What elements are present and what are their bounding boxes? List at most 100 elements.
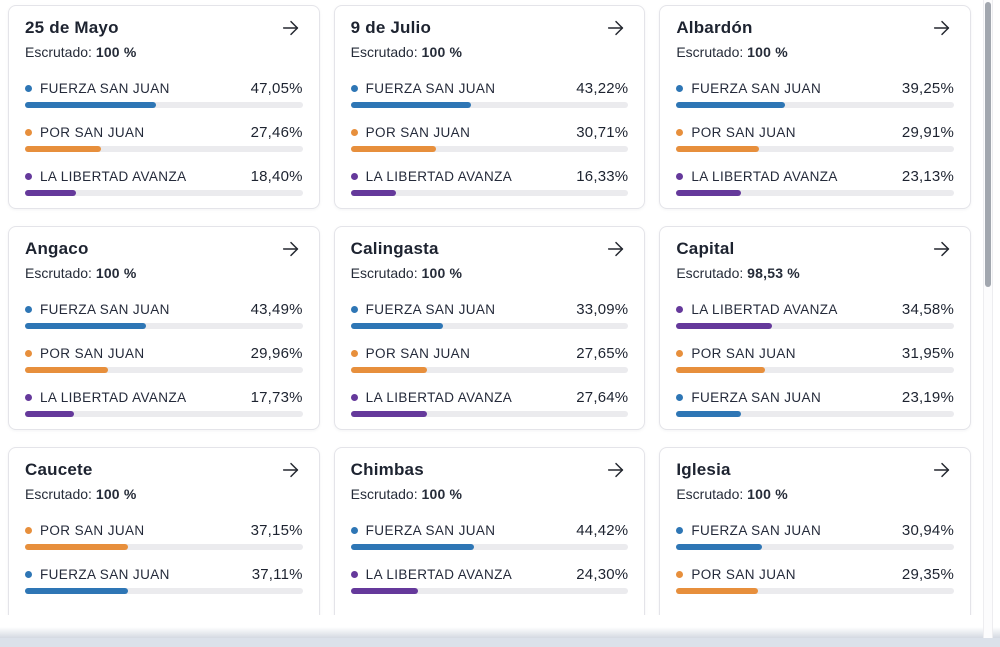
party-value: 43,49% <box>250 300 303 318</box>
party-value: 37,11% <box>251 565 303 583</box>
party-progress-bar <box>350 544 629 550</box>
department-detail-button[interactable] <box>279 16 303 40</box>
party-value: 30,71% <box>576 123 629 141</box>
party-progress-bar <box>676 411 954 417</box>
party-value: 37,15% <box>250 521 303 539</box>
party-value: 47,05% <box>250 79 303 97</box>
party-label: FUERZA SAN JUAN 39,25% <box>676 78 954 98</box>
party-list: FUERZA SAN JUAN 47,05% POR SAN JUAN 27,4… <box>25 78 303 196</box>
card-header: 9 de Julio <box>351 16 629 40</box>
party-row: FUERZA SAN JUAN 43,49% <box>25 299 303 329</box>
arrow-right-icon <box>605 459 627 481</box>
party-progress-bar <box>676 367 954 373</box>
party-progress-fill <box>350 588 419 594</box>
party-dot-icon <box>676 349 684 357</box>
party-name-wrap: LA LIBERTAD AVANZA <box>350 567 513 582</box>
department-detail-button[interactable] <box>279 458 303 482</box>
party-dot-icon <box>350 526 358 534</box>
party-name: POR SAN JUAN <box>40 124 145 140</box>
party-progress-bar <box>676 190 954 196</box>
party-dot-icon <box>676 305 684 313</box>
party-value: 27,65% <box>576 344 629 362</box>
department-detail-button[interactable] <box>604 16 628 40</box>
card-header: Iglesia <box>676 458 954 482</box>
party-label: LA LIBERTAD AVANZA 17,73% <box>25 387 303 407</box>
party-value: 29,96% <box>250 344 303 362</box>
party-row: POR SAN JUAN 30,71% <box>350 122 629 152</box>
party-progress-fill <box>676 588 758 594</box>
party-value: 17,73% <box>250 388 303 406</box>
party-row: FUERZA SAN JUAN 30,94% <box>676 520 954 550</box>
party-list: LA LIBERTAD AVANZA 34,58% POR SAN JUAN 3… <box>676 299 954 417</box>
party-progress-fill <box>676 146 760 152</box>
party-dot-icon <box>350 172 358 180</box>
party-label: FUERZA SAN JUAN 43,22% <box>350 78 629 98</box>
escrutado-line: Escrutado: 100 % <box>25 484 303 504</box>
department-title: Chimbas <box>350 460 424 479</box>
party-progress-fill <box>25 411 75 417</box>
party-name-wrap: LA LIBERTAD AVANZA <box>25 169 187 184</box>
escrutado-label: Escrutado: <box>25 44 96 60</box>
party-dot-icon <box>25 172 32 180</box>
party-value: 16,33% <box>576 167 629 185</box>
party-list: FUERZA SAN JUAN 30,94% POR SAN JUAN 29,3… <box>676 520 954 594</box>
party-name: POR SAN JUAN <box>365 124 471 140</box>
party-row: FUERZA SAN JUAN 47,05% <box>25 78 303 108</box>
department-card: Chimbas Escrutado: 100 % FUERZA SAN JUAN… <box>333 447 646 615</box>
party-dot-icon <box>676 84 684 92</box>
party-progress-fill <box>676 367 766 373</box>
department-title: Calingasta <box>350 239 439 258</box>
party-progress-bar <box>25 323 303 329</box>
party-row: LA LIBERTAD AVANZA 23,13% <box>676 166 954 196</box>
escrutado-line: Escrutado: 100 % <box>351 42 629 62</box>
department-detail-button[interactable] <box>604 237 628 261</box>
party-label: LA LIBERTAD AVANZA 27,64% <box>350 387 629 407</box>
party-label: FUERZA SAN JUAN 30,94% <box>676 520 954 540</box>
escrutado-line: Escrutado: 100 % <box>351 484 629 504</box>
party-name: FUERZA SAN JUAN <box>40 301 170 317</box>
department-card: Iglesia Escrutado: 100 % FUERZA SAN JUAN… <box>659 447 971 615</box>
party-value: 34,58% <box>901 300 954 318</box>
scrollbar-thumb[interactable] <box>985 2 991 287</box>
department-detail-button[interactable] <box>930 458 954 482</box>
department-detail-button[interactable] <box>930 237 954 261</box>
department-detail-button[interactable] <box>279 237 303 261</box>
party-label: FUERZA SAN JUAN 23,19% <box>676 387 954 407</box>
escrutado-label: Escrutado: <box>350 265 422 281</box>
party-row: LA LIBERTAD AVANZA 34,58% <box>676 299 954 329</box>
party-value: 29,91% <box>901 123 954 141</box>
party-name-wrap: LA LIBERTAD AVANZA <box>350 169 513 184</box>
party-progress-bar <box>676 146 954 152</box>
party-name-wrap: LA LIBERTAD AVANZA <box>676 302 838 317</box>
party-name: LA LIBERTAD AVANZA <box>365 389 513 405</box>
party-row: LA LIBERTAD AVANZA 18,40% <box>25 166 303 196</box>
party-progress-bar <box>350 146 629 152</box>
party-progress-bar <box>350 367 629 373</box>
escrutado-line: Escrutado: 100 % <box>676 42 954 62</box>
department-card: 9 de Julio Escrutado: 100 % FUERZA SAN J… <box>333 5 646 209</box>
arrow-right-icon <box>280 17 302 39</box>
escrutado-line: Escrutado: 100 % <box>676 484 954 504</box>
department-detail-button[interactable] <box>604 458 628 482</box>
party-value: 30,94% <box>901 521 954 539</box>
party-label: LA LIBERTAD AVANZA 16,33% <box>350 166 629 186</box>
department-title: 9 de Julio <box>350 18 432 37</box>
scrollbar-track[interactable] <box>983 0 993 638</box>
department-card: 25 de Mayo Escrutado: 100 % FUERZA SAN J… <box>8 5 320 209</box>
party-list: FUERZA SAN JUAN 43,22% POR SAN JUAN 30,7… <box>350 78 629 196</box>
department-detail-button[interactable] <box>930 16 954 40</box>
party-label: FUERZA SAN JUAN 37,11% <box>25 564 303 584</box>
party-progress-fill <box>25 588 129 594</box>
party-value: 23,13% <box>901 167 954 185</box>
party-label: POR SAN JUAN 37,15% <box>25 520 303 540</box>
party-name-wrap: POR SAN JUAN <box>676 346 796 361</box>
party-row: FUERZA SAN JUAN 23,19% <box>676 387 954 417</box>
party-name: POR SAN JUAN <box>691 124 796 140</box>
department-title: Capital <box>676 239 735 258</box>
party-name-wrap: POR SAN JUAN <box>25 125 145 140</box>
party-row: LA LIBERTAD AVANZA 17,73% <box>25 387 303 417</box>
escrutado-line: Escrutado: 100 % <box>351 263 629 283</box>
party-progress-fill <box>25 102 156 108</box>
party-name-wrap: FUERZA SAN JUAN <box>25 567 170 582</box>
card-header: Albardón <box>676 16 954 40</box>
